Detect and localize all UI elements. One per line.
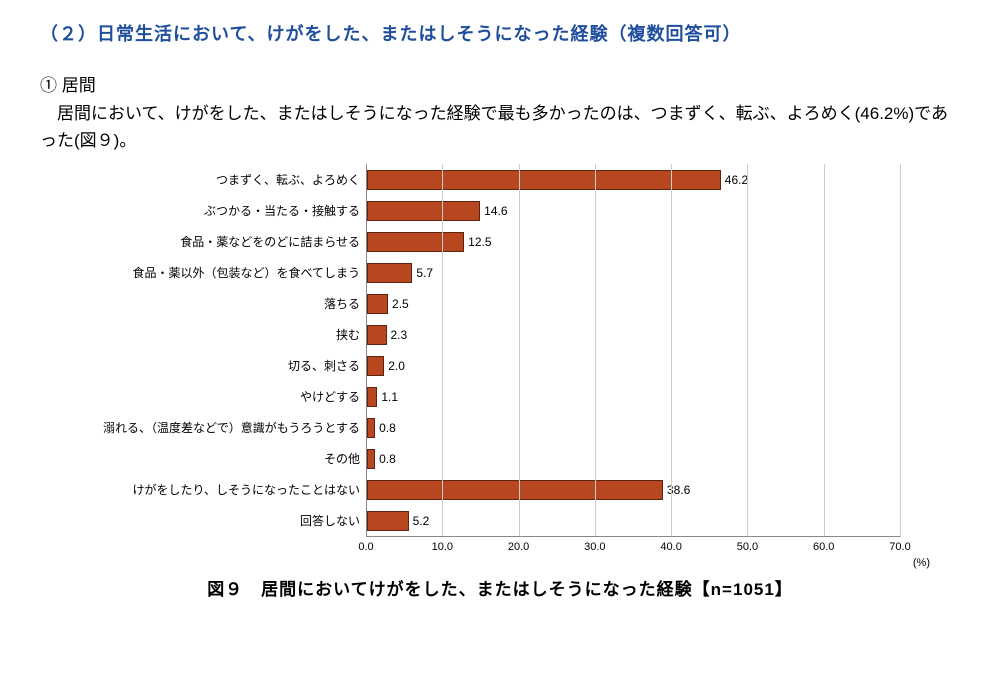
bar-plot-cell: 14.6 (366, 195, 900, 226)
tick-label: 70.0 (889, 541, 910, 553)
bar (367, 449, 375, 469)
bar-plot-cell: 38.6 (366, 474, 900, 505)
bar-plot-cell: 0.8 (366, 412, 900, 443)
tick-label: 30.0 (584, 541, 605, 553)
bar-plot-cell: 12.5 (366, 226, 900, 257)
bar-plot-cell: 5.7 (366, 257, 900, 288)
bar-plot-cell: 2.0 (366, 350, 900, 381)
figure-caption: 図９ 居間においてけがをした、またはしそうになった経験【n=1051】 (40, 575, 960, 600)
chart-row: つまずく、転ぶ、よろめく 46.2 (100, 164, 900, 195)
category-label: 切る、刺さる (100, 357, 366, 374)
chart-row: その他 0.8 (100, 443, 900, 474)
chart-row: 切る、刺さる 2.0 (100, 350, 900, 381)
bar-value-label: 38.6 (667, 483, 690, 497)
chart-row: 溺れる、（温度差などで）意識がもうろうとする 0.8 (100, 412, 900, 443)
chart-row: 落ちる 2.5 (100, 288, 900, 319)
category-label: その他 (100, 450, 366, 467)
tick-label: 20.0 (508, 541, 529, 553)
bar-value-label: 2.3 (391, 328, 408, 342)
tick-label: 40.0 (660, 541, 681, 553)
bar (367, 325, 387, 345)
section-heading: （２）日常生活において、けがをした、またはしそうになった経験（複数回答可） (40, 20, 960, 46)
category-label: やけどする (100, 388, 366, 405)
chart-row: 食品・薬以外（包装など）を食べてしまう 5.7 (100, 257, 900, 288)
x-axis: (%) 0.010.020.030.040.050.060.070.0 (100, 536, 900, 557)
category-label: 溺れる、（温度差などで）意識がもうろうとする (100, 419, 366, 436)
bar-plot-cell: 5.2 (366, 505, 900, 536)
body-text: 居間において、けがをした、またはしそうになった経験で最も多かったのは、つまずく、… (40, 100, 960, 154)
chart-row: 回答しない 5.2 (100, 505, 900, 536)
tick-label: 60.0 (813, 541, 834, 553)
bar-value-label: 2.0 (388, 359, 405, 373)
subsection-number: ① 居間 (40, 71, 960, 96)
bar-value-label: 1.1 (381, 390, 398, 404)
bar-plot-cell: 0.8 (366, 443, 900, 474)
bar (367, 387, 377, 407)
bar-plot-cell: 46.2 (366, 164, 900, 195)
bar (367, 356, 384, 376)
bar (367, 418, 375, 438)
bar-plot-cell: 2.5 (366, 288, 900, 319)
bar (367, 511, 409, 531)
tick-label: 10.0 (432, 541, 453, 553)
category-label: つまずく、転ぶ、よろめく (100, 171, 366, 188)
bar (367, 294, 388, 314)
category-label: 落ちる (100, 295, 366, 312)
category-label: ぶつかる・当たる・接触する (100, 202, 366, 219)
bar-value-label: 0.8 (379, 421, 396, 435)
bar (367, 170, 721, 190)
bar (367, 480, 663, 500)
chart-row: ぶつかる・当たる・接触する 14.6 (100, 195, 900, 226)
axis-unit: (%) (913, 557, 930, 569)
chart-row: 食品・薬などをのどに詰まらせる 12.5 (100, 226, 900, 257)
tick-label: 50.0 (737, 541, 758, 553)
category-label: 挟む (100, 326, 366, 343)
category-label: 回答しない (100, 512, 366, 529)
bar-value-label: 5.7 (416, 266, 433, 280)
category-label: 食品・薬以外（包装など）を食べてしまう (100, 264, 366, 281)
bar-value-label: 12.5 (468, 235, 491, 249)
bar-value-label: 0.8 (379, 452, 396, 466)
chart-row: けがをしたり、しそうになったことはない 38.6 (100, 474, 900, 505)
bar (367, 263, 412, 283)
bar (367, 201, 480, 221)
category-label: けがをしたり、しそうになったことはない (100, 481, 366, 498)
bar-value-label: 5.2 (413, 514, 430, 528)
bar-value-label: 46.2 (725, 173, 748, 187)
chart-row: 挟む 2.3 (100, 319, 900, 350)
bar-value-label: 2.5 (392, 297, 409, 311)
bar (367, 232, 464, 252)
bar-plot-cell: 1.1 (366, 381, 900, 412)
chart-row: やけどする 1.1 (100, 381, 900, 412)
bar-value-label: 14.6 (484, 204, 507, 218)
bar-plot-cell: 2.3 (366, 319, 900, 350)
category-label: 食品・薬などをのどに詰まらせる (100, 233, 366, 250)
bars-container: つまずく、転ぶ、よろめく 46.2 ぶつかる・当たる・接触する 14.6 食品・薬などを… (100, 164, 900, 536)
bar-chart: つまずく、転ぶ、よろめく 46.2 ぶつかる・当たる・接触する 14.6 食品・薬などを… (100, 164, 900, 557)
tick-label: 0.0 (358, 541, 373, 553)
